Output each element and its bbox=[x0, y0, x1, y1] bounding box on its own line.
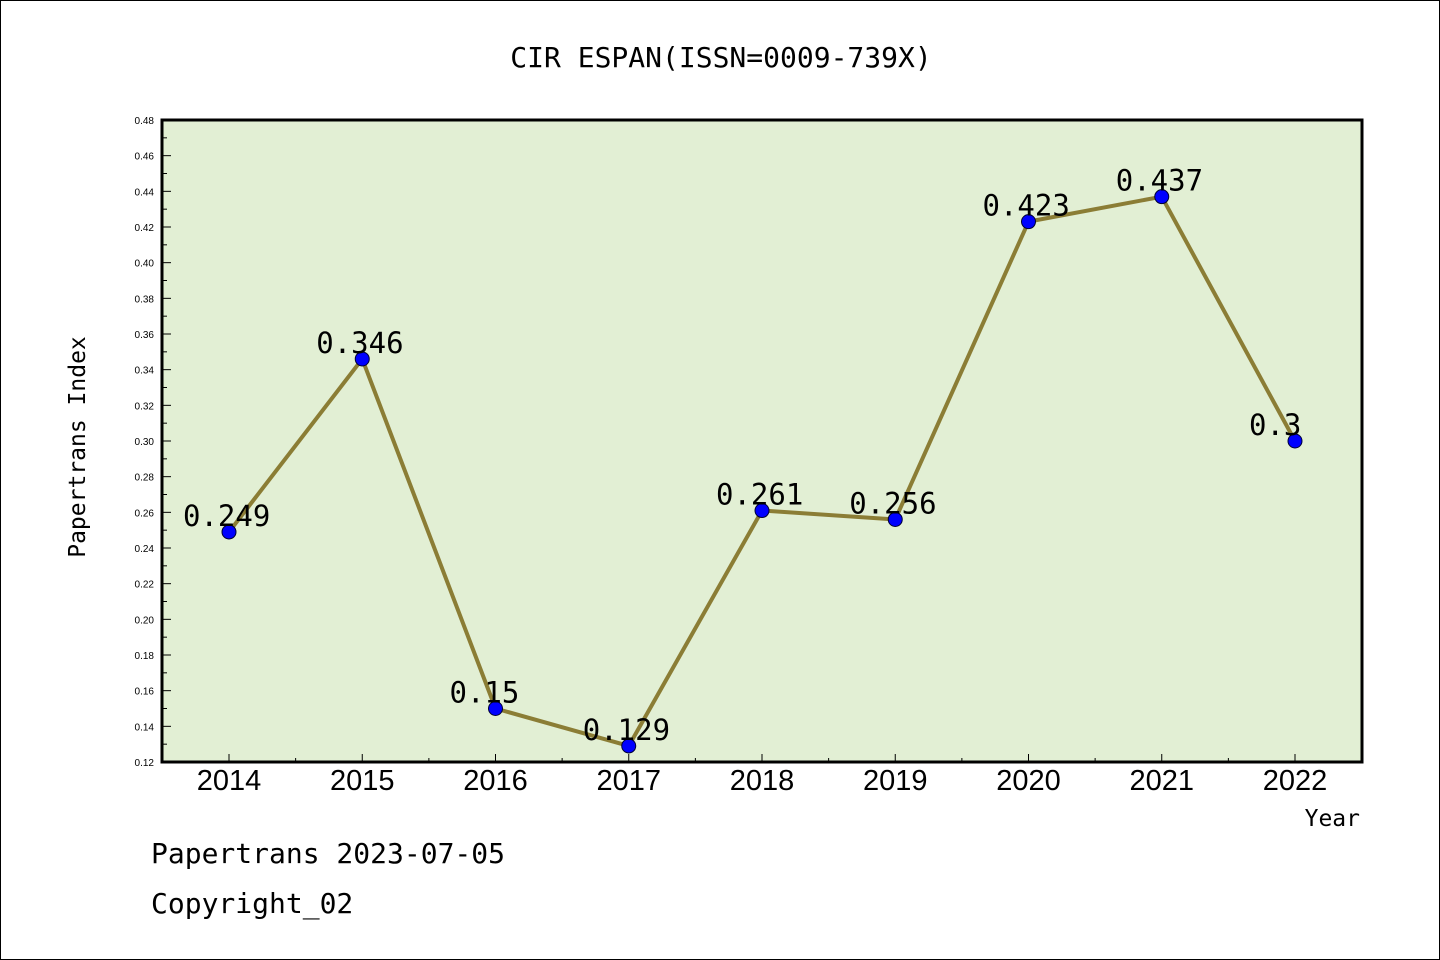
x-tick-label: 2017 bbox=[596, 765, 661, 797]
y-axis: 0.12 0.14 0.16 0.18 0.20 0.22 0.24 0.26 0.28 0.30… bbox=[135, 116, 171, 769]
y-tick-label: 0.38 bbox=[135, 294, 155, 305]
data-point bbox=[621, 738, 637, 754]
data-label: 0.256 bbox=[849, 486, 936, 520]
data-point bbox=[1021, 214, 1036, 230]
x-tick-label: 2021 bbox=[1129, 765, 1194, 797]
footer-date: Papertrans 2023-07-05 bbox=[151, 837, 506, 870]
plot-border bbox=[160, 118, 1364, 764]
data-point bbox=[354, 351, 370, 367]
footer-copyright: Copyright_02 bbox=[151, 887, 354, 920]
plot-area bbox=[162, 120, 1362, 762]
y-axis-label: Papertrans Index bbox=[65, 336, 91, 558]
y-tick-label: 0.16 bbox=[135, 687, 155, 698]
x-tick-label: 2019 bbox=[863, 765, 928, 797]
x-tick-label: 2022 bbox=[1263, 765, 1328, 797]
y-tick-label: 0.40 bbox=[135, 259, 155, 270]
y-tick-label: 0.12 bbox=[135, 758, 155, 769]
data-label: 0.15 bbox=[450, 676, 520, 710]
data-point bbox=[754, 503, 770, 519]
y-tick-label: 0.42 bbox=[135, 223, 155, 234]
data-label: 0.261 bbox=[716, 478, 803, 512]
data-point bbox=[1287, 433, 1303, 449]
y-tick-label: 0.48 bbox=[135, 116, 155, 127]
x-tick-label: 2020 bbox=[996, 765, 1061, 797]
data-label: 0.437 bbox=[1116, 164, 1203, 198]
y-tick-label: 0.22 bbox=[135, 580, 155, 591]
x-axis: 2014 2015 2016 2017 2018 2019 2020 2021 2022 bbox=[197, 754, 1328, 797]
x-tick-label: 2016 bbox=[463, 765, 528, 797]
y-tick-label: 0.44 bbox=[135, 187, 155, 198]
x-tick-label: 2018 bbox=[730, 765, 795, 797]
x-axis-label: Year bbox=[1305, 806, 1360, 832]
data-label: 0.129 bbox=[583, 713, 670, 747]
y-tick-label: 0.46 bbox=[135, 152, 155, 163]
data-point bbox=[1154, 189, 1170, 205]
data-point bbox=[887, 511, 903, 527]
y-tick-label: 0.18 bbox=[135, 651, 155, 662]
y-tick-label: 0.34 bbox=[135, 366, 155, 377]
data-label: 0.3 bbox=[1249, 408, 1301, 442]
y-tick-label: 0.26 bbox=[135, 508, 155, 519]
data-label: 0.249 bbox=[183, 499, 270, 533]
series-group: 0.249 0.346 0.15 0.129 0.261 0.256 0.423 0.437 0… bbox=[183, 164, 1303, 754]
y-tick-label: 0.32 bbox=[135, 401, 155, 412]
y-tick-label: 0.24 bbox=[135, 544, 155, 555]
y-tick-label: 0.30 bbox=[135, 437, 155, 448]
data-point bbox=[488, 701, 503, 716]
data-label: 0.346 bbox=[316, 326, 403, 360]
x-tick-label: 2014 bbox=[197, 765, 262, 797]
chart-title: CIR ESPAN(ISSN=0009-739X) bbox=[510, 41, 931, 74]
y-tick-label: 0.28 bbox=[135, 473, 155, 484]
y-tick-label: 0.36 bbox=[135, 330, 155, 341]
x-tick-label: 2015 bbox=[330, 765, 395, 797]
data-point bbox=[221, 524, 237, 540]
y-tick-label: 0.14 bbox=[135, 722, 155, 733]
y-tick-label: 0.20 bbox=[135, 615, 155, 626]
data-label: 0.423 bbox=[983, 189, 1070, 223]
